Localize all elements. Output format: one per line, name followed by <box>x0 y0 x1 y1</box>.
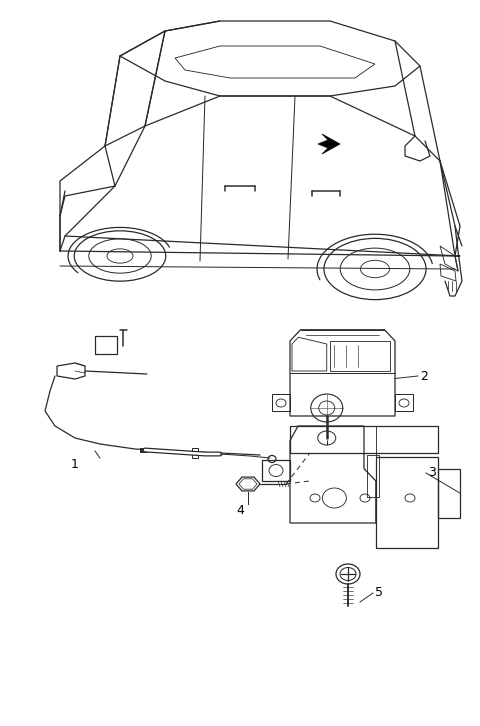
Polygon shape <box>140 448 148 453</box>
Text: 3: 3 <box>428 467 436 479</box>
Text: 2: 2 <box>420 370 428 383</box>
Polygon shape <box>318 134 340 154</box>
Text: 5: 5 <box>375 587 383 600</box>
Polygon shape <box>236 477 260 491</box>
Text: 1: 1 <box>71 459 79 471</box>
Text: 4: 4 <box>236 505 244 518</box>
